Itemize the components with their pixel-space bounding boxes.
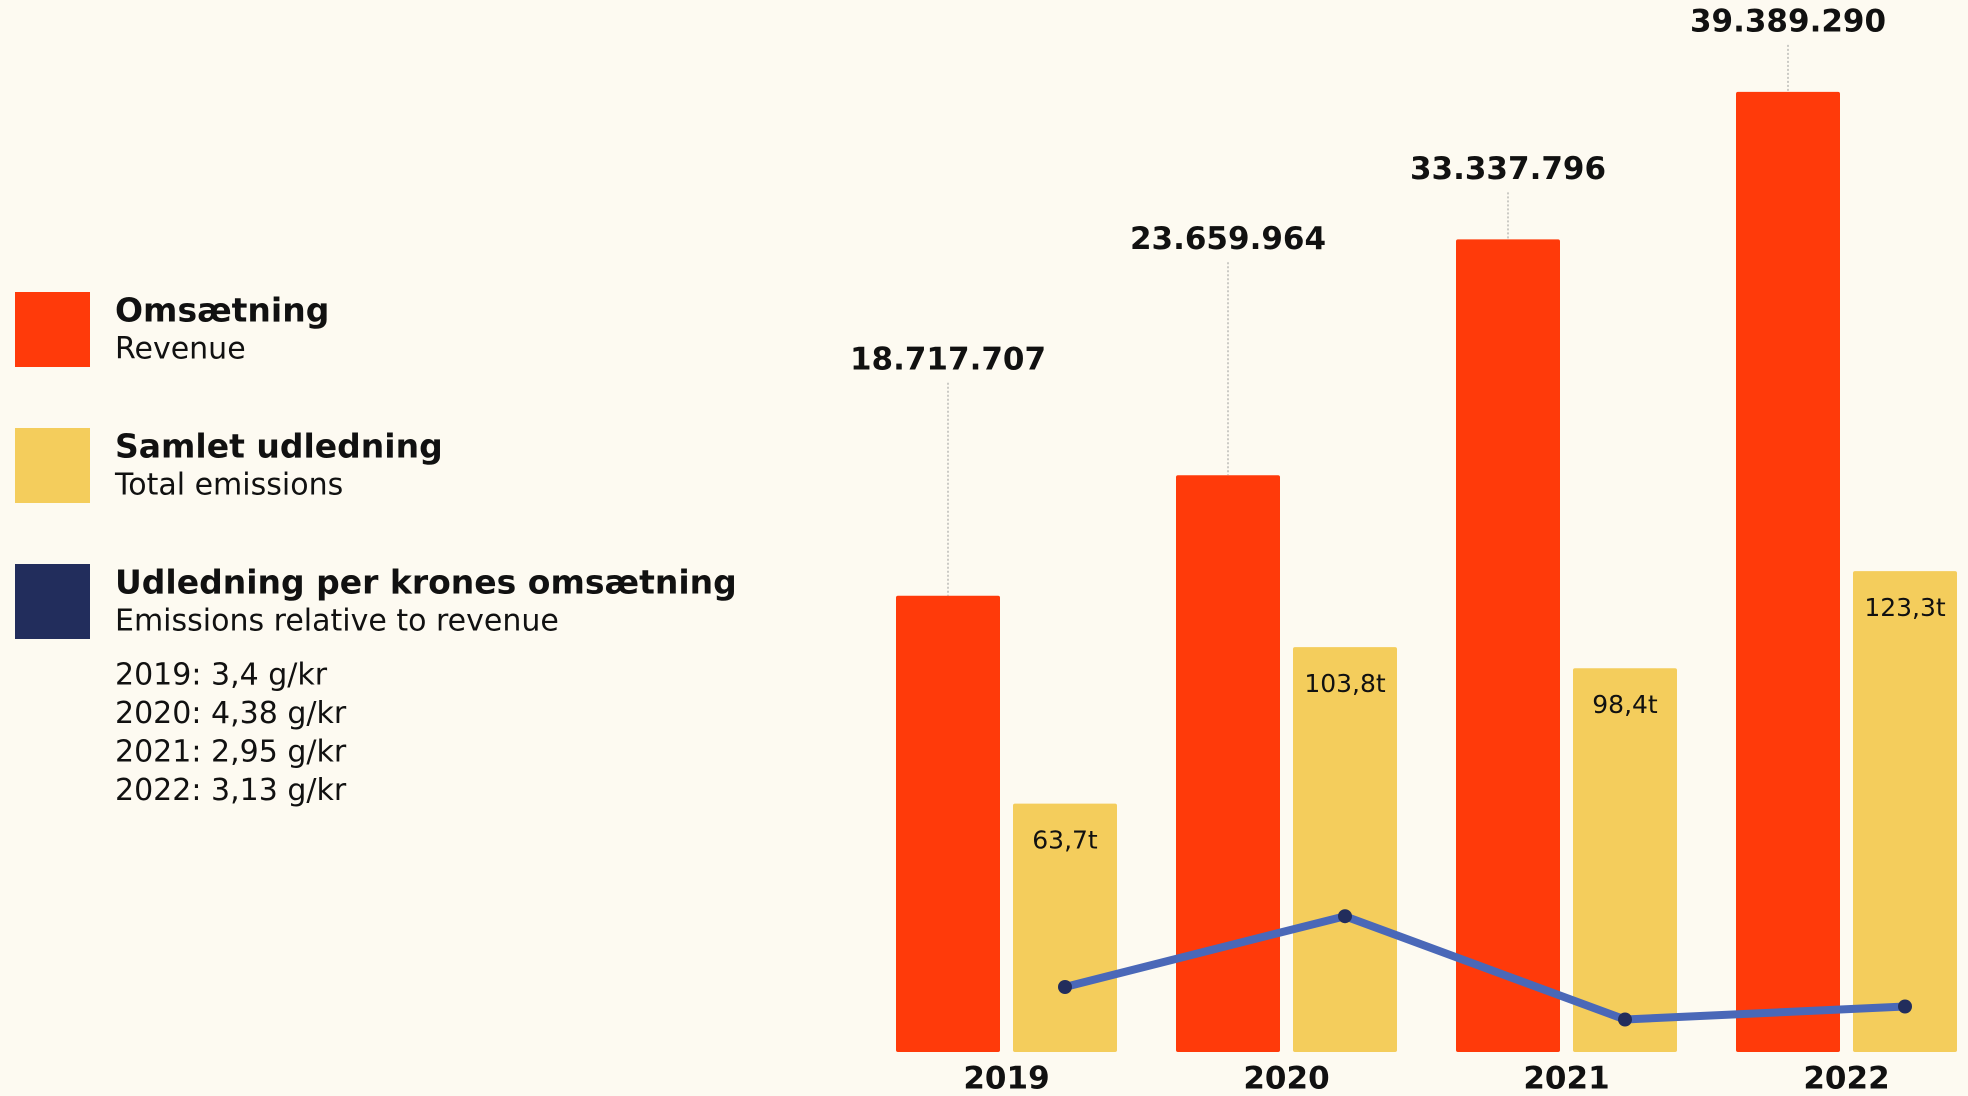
legend-swatch: [15, 428, 90, 503]
bar: [1736, 91, 1840, 1053]
value-label: 18.717.707: [850, 341, 1046, 377]
line-point: [1898, 999, 1912, 1014]
value-label: 98,4t: [1592, 690, 1658, 719]
x-tick-label: 2020: [1243, 1061, 1329, 1096]
legend-title: Omsætning: [115, 291, 329, 330]
value-label: 103,8t: [1304, 669, 1386, 698]
legend-swatch: [15, 292, 90, 367]
bar: [1573, 668, 1677, 1052]
legend-swatch: [15, 564, 90, 639]
bar: [1293, 647, 1397, 1052]
legend-title: Samlet udledning: [115, 427, 443, 466]
bar: [1456, 239, 1560, 1052]
line: [1064, 912, 1906, 1024]
legend-value-label: 2021: 2,95 g/kr: [115, 735, 347, 770]
value-label: 33.337.796: [1410, 151, 1606, 187]
bar: [896, 595, 1000, 1052]
legend-subtitle: Emissions relative to revenue: [115, 604, 559, 639]
bar: [1176, 475, 1280, 1052]
legend-subtitle: Total emissions: [114, 468, 343, 503]
line-point: [1338, 909, 1352, 924]
bar: [1853, 571, 1957, 1052]
legend-subtitle: Revenue: [115, 332, 246, 367]
x-tick-label: 2021: [1523, 1061, 1609, 1096]
x-tick-label: 2022: [1803, 1061, 1889, 1096]
line-point: [1058, 980, 1072, 994]
legend-title: Udledning per krones omsætning: [115, 563, 737, 602]
legend-value-label: 2019: 3,4 g/kr: [115, 658, 328, 693]
x-tick-label: 2019: [963, 1061, 1049, 1096]
legend-value-label: 2022: 3,13 g/kr: [115, 773, 347, 808]
line-point: [1618, 1012, 1632, 1027]
value-label: 63,7t: [1032, 826, 1098, 855]
value-label: 39.389.290: [1690, 3, 1886, 39]
value-label: 123,3t: [1864, 593, 1946, 622]
value-label: 23.659.964: [1130, 221, 1326, 257]
legend-value-label: 2020: 4,38 g/kr: [115, 696, 347, 731]
bar: [1013, 803, 1117, 1052]
